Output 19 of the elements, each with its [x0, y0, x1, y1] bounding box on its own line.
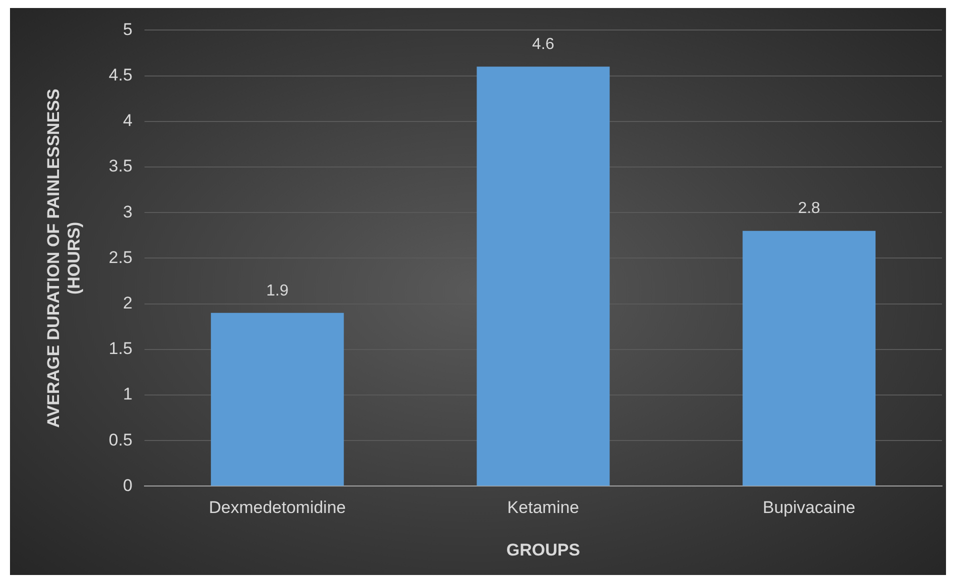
- x-tick-label: Bupivacaine: [762, 498, 856, 518]
- y-tick-label: 0: [122, 476, 132, 495]
- y-axis-title: AVERAGE DURATION OF PAINLESSNESS (HOURS): [44, 88, 84, 428]
- data-label: 1.9: [266, 282, 289, 300]
- y-tick-label: 5: [122, 20, 132, 39]
- y-tick-label: 4: [122, 111, 132, 130]
- x-axis-title: GROUPS: [506, 540, 580, 560]
- y-tick-label: 4.5: [108, 65, 132, 84]
- data-label: 2.8: [798, 200, 820, 218]
- y-tick-label: 3: [122, 202, 132, 222]
- y-tick-label: 2: [122, 293, 132, 312]
- y-tick-label: 0.5: [108, 430, 132, 450]
- y-tick-label: 1: [122, 384, 132, 404]
- data-label: 4.6: [532, 36, 554, 54]
- y-tick-label: 1.5: [108, 339, 132, 358]
- y-tick-label: 3.5: [108, 156, 132, 176]
- y-tick-label: 2.5: [108, 248, 132, 267]
- x-tick-label: Ketamine: [507, 498, 580, 518]
- x-tick-label: Dexmedetomidine: [208, 498, 346, 518]
